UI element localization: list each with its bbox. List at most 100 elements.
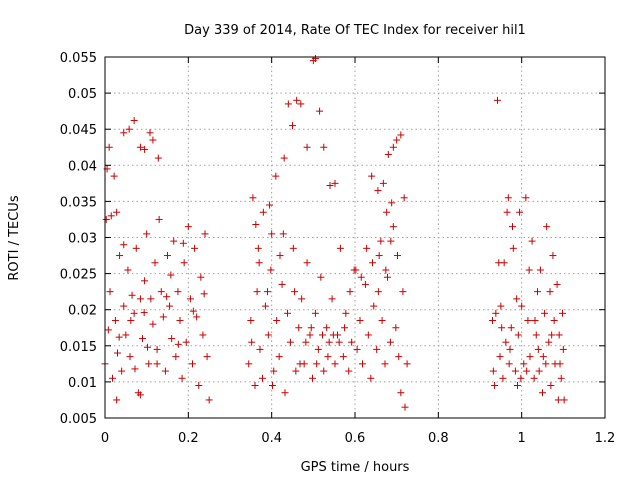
data-point [132,244,140,252]
y-tick-label: 0.03 [68,232,97,247]
data-point [320,367,328,375]
data-point [335,338,343,346]
data-point [120,302,128,310]
data-point [525,266,533,274]
data-point [125,125,133,133]
data-point [153,345,161,353]
data-point [254,244,262,252]
data-point [348,338,356,346]
data-point [130,309,138,317]
data-point [306,331,314,339]
data-point [111,317,119,325]
data-point [259,374,266,382]
y-tick-label: 0.005 [60,412,97,427]
data-point [369,259,376,267]
data-point [189,360,196,368]
data-point [379,179,387,187]
data-point [352,266,360,274]
data-point [375,252,383,260]
data-point [342,309,350,317]
data-point [489,367,497,375]
data-point [127,317,135,325]
data-point [149,320,157,328]
data-point [161,367,169,375]
data-point [539,353,547,361]
data-point [377,237,385,245]
data-point [509,223,516,231]
data-point [273,317,281,325]
data-point [542,360,550,368]
data-points [101,54,568,411]
data-point [279,230,287,238]
data-point [384,273,391,281]
grid [105,57,605,418]
data-point [174,288,182,296]
data-point [492,309,500,317]
data-point [370,302,378,310]
data-point [499,374,507,382]
data-point [155,215,163,223]
data-point [195,382,203,390]
data-point [286,338,294,346]
data-point [560,396,568,404]
data-point [266,201,274,209]
data-point [120,129,128,137]
data-point [186,295,194,303]
data-point [400,194,408,202]
data-point [528,237,536,245]
data-point [253,288,261,296]
data-point [307,324,315,332]
data-point [548,331,556,339]
data-point [374,187,382,195]
data-point [256,345,264,353]
data-point [272,172,280,180]
data-point [143,230,151,238]
data-point [291,288,299,296]
data-point [146,129,154,137]
data-point [159,313,167,321]
data-point [324,353,332,361]
data-point [309,374,316,382]
data-point [180,259,188,267]
data-point [295,324,303,332]
data-point [113,208,121,216]
data-point [281,389,289,397]
data-point [189,307,197,315]
data-point [517,374,525,382]
data-point [153,360,161,368]
data-point [399,288,407,296]
data-point [102,215,110,223]
data-point [504,194,512,202]
y-tick-label: 0.015 [60,340,97,355]
data-point [531,317,539,325]
data-point [345,367,353,375]
data-point [284,309,291,317]
data-point [357,273,365,281]
data-point [178,374,186,382]
data-point [506,345,514,353]
data-point [394,252,401,260]
data-point [403,360,411,368]
data-point [555,331,563,339]
data-point [163,293,171,301]
x-tick-label: 0.8 [428,431,449,446]
data-point [364,331,372,339]
data-point [278,280,286,288]
data-point [325,338,333,346]
x-tick-label: 0.6 [345,431,366,446]
data-point [252,221,260,229]
data-point [157,288,165,296]
data-point [523,367,531,375]
data-point [176,317,184,325]
data-point [289,244,297,252]
data-point [511,367,519,375]
data-point [393,136,401,144]
data-point [140,309,148,317]
data-point [179,239,187,247]
data-point [248,338,256,346]
data-point [296,360,304,368]
axis-ticks [104,56,606,419]
data-point [368,172,376,180]
data-point [353,345,361,353]
data-point [116,252,124,260]
